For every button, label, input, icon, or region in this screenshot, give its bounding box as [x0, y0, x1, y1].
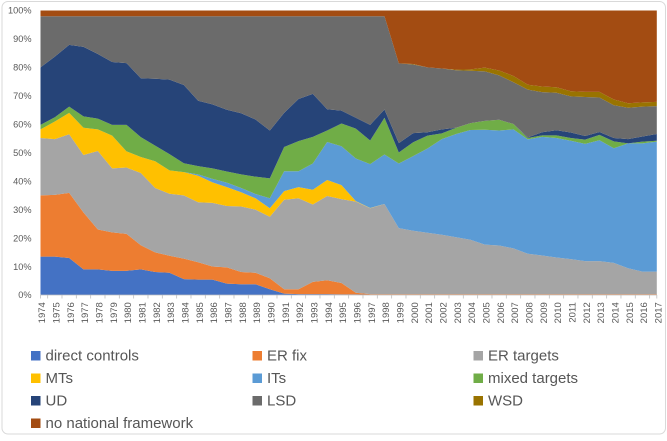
svg-text:2004: 2004: [467, 302, 478, 323]
svg-text:60%: 60%: [13, 120, 31, 130]
svg-text:2017: 2017: [654, 302, 665, 323]
svg-text:2016: 2016: [639, 302, 650, 323]
svg-text:ER targets: ER targets: [488, 348, 559, 365]
svg-text:0%: 0%: [18, 290, 31, 300]
svg-text:2013: 2013: [596, 302, 607, 323]
svg-text:1987: 1987: [224, 302, 235, 323]
svg-text:1986: 1986: [209, 302, 220, 323]
svg-text:1993: 1993: [310, 302, 321, 323]
svg-text:direct controls: direct controls: [46, 348, 139, 365]
svg-text:1982: 1982: [152, 302, 163, 323]
svg-text:1984: 1984: [181, 302, 192, 323]
svg-text:MTs: MTs: [46, 370, 74, 387]
svg-text:1996: 1996: [353, 302, 364, 323]
svg-text:1977: 1977: [80, 302, 91, 323]
svg-text:no national framework: no national framework: [46, 415, 194, 432]
svg-text:1985: 1985: [195, 302, 206, 323]
svg-text:1988: 1988: [238, 302, 249, 323]
svg-text:2008: 2008: [525, 302, 536, 323]
svg-text:50%: 50%: [13, 148, 31, 158]
svg-text:2014: 2014: [611, 302, 622, 323]
svg-text:1989: 1989: [252, 302, 263, 323]
svg-text:80%: 80%: [13, 63, 31, 73]
svg-text:1983: 1983: [166, 302, 177, 323]
svg-text:30%: 30%: [13, 205, 31, 215]
svg-text:1979: 1979: [109, 302, 120, 323]
svg-text:2005: 2005: [482, 302, 493, 323]
svg-text:2002: 2002: [439, 302, 450, 323]
svg-text:2011: 2011: [568, 302, 579, 322]
svg-text:1995: 1995: [338, 302, 349, 323]
svg-text:20%: 20%: [13, 233, 31, 243]
svg-text:UD: UD: [46, 393, 68, 410]
svg-text:1978: 1978: [95, 302, 106, 323]
svg-text:40%: 40%: [13, 176, 31, 186]
svg-text:1981: 1981: [138, 302, 149, 323]
svg-text:70%: 70%: [13, 91, 31, 101]
svg-text:1999: 1999: [396, 302, 407, 323]
svg-text:ER fix: ER fix: [267, 348, 308, 365]
svg-text:2001: 2001: [424, 302, 435, 323]
svg-text:1992: 1992: [295, 302, 306, 323]
svg-text:2000: 2000: [410, 302, 421, 323]
svg-text:1990: 1990: [267, 302, 278, 323]
svg-text:2006: 2006: [496, 302, 507, 323]
svg-text:1976: 1976: [66, 302, 77, 323]
svg-text:1980: 1980: [123, 302, 134, 323]
svg-text:2012: 2012: [582, 302, 593, 323]
svg-text:1998: 1998: [381, 302, 392, 323]
svg-text:2009: 2009: [539, 302, 550, 323]
svg-text:2015: 2015: [625, 302, 636, 323]
svg-text:2007: 2007: [510, 302, 521, 323]
svg-text:1974: 1974: [37, 302, 48, 323]
svg-text:mixed targets: mixed targets: [488, 370, 578, 387]
svg-text:WSD: WSD: [488, 393, 523, 410]
svg-text:10%: 10%: [13, 262, 31, 272]
svg-text:1994: 1994: [324, 302, 335, 323]
svg-text:100%: 100%: [8, 6, 32, 16]
svg-text:1975: 1975: [52, 302, 63, 323]
svg-text:ITs: ITs: [267, 370, 286, 387]
svg-text:1991: 1991: [281, 302, 292, 323]
svg-text:2003: 2003: [453, 302, 464, 323]
svg-text:90%: 90%: [13, 34, 31, 44]
svg-text:LSD: LSD: [267, 393, 296, 410]
svg-text:2010: 2010: [553, 302, 564, 323]
svg-text:1997: 1997: [367, 302, 378, 323]
